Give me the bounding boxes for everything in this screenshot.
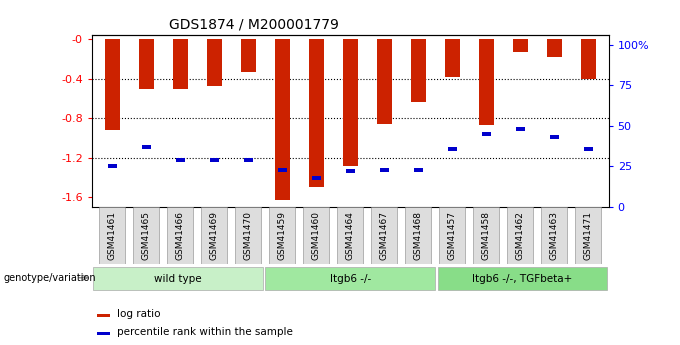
Text: GSM41468: GSM41468 xyxy=(413,211,423,260)
FancyBboxPatch shape xyxy=(371,207,397,264)
Text: GSM41461: GSM41461 xyxy=(107,211,117,260)
Text: GSM41459: GSM41459 xyxy=(277,211,287,260)
Bar xyxy=(411,39,426,101)
Text: wild type: wild type xyxy=(154,274,202,284)
Bar xyxy=(173,39,188,89)
Bar xyxy=(479,39,494,125)
Text: GDS1874 / M200001779: GDS1874 / M200001779 xyxy=(169,18,339,32)
Text: GSM41457: GSM41457 xyxy=(447,211,457,260)
Bar xyxy=(447,147,457,150)
Text: GSM41463: GSM41463 xyxy=(549,211,559,260)
FancyBboxPatch shape xyxy=(201,207,227,264)
FancyBboxPatch shape xyxy=(541,207,567,264)
Bar xyxy=(243,158,253,162)
Bar xyxy=(97,332,110,335)
Bar xyxy=(309,39,324,187)
Text: log ratio: log ratio xyxy=(116,309,160,319)
Bar xyxy=(445,39,460,77)
FancyBboxPatch shape xyxy=(99,207,125,264)
Bar xyxy=(105,39,120,130)
FancyBboxPatch shape xyxy=(133,207,159,264)
Bar xyxy=(481,132,491,136)
FancyBboxPatch shape xyxy=(269,207,295,264)
Bar xyxy=(377,39,392,124)
FancyBboxPatch shape xyxy=(303,207,329,264)
Bar xyxy=(581,39,596,79)
Bar xyxy=(241,39,256,72)
FancyBboxPatch shape xyxy=(438,267,607,290)
Text: GSM41469: GSM41469 xyxy=(209,211,219,260)
FancyBboxPatch shape xyxy=(473,207,499,264)
FancyBboxPatch shape xyxy=(93,267,262,290)
FancyBboxPatch shape xyxy=(265,267,435,290)
FancyBboxPatch shape xyxy=(405,207,431,264)
Bar xyxy=(583,147,593,150)
Bar xyxy=(345,169,355,173)
FancyBboxPatch shape xyxy=(575,207,601,264)
Bar xyxy=(547,39,562,57)
Text: Itgb6 -/-: Itgb6 -/- xyxy=(330,274,371,284)
Bar xyxy=(515,127,525,131)
Text: GSM41466: GSM41466 xyxy=(175,211,185,260)
Text: GSM41460: GSM41460 xyxy=(311,211,321,260)
Text: percentile rank within the sample: percentile rank within the sample xyxy=(116,327,292,337)
Bar xyxy=(311,176,321,180)
Bar xyxy=(549,135,559,139)
Bar xyxy=(209,158,219,162)
FancyBboxPatch shape xyxy=(337,207,363,264)
Text: GSM41462: GSM41462 xyxy=(515,211,525,260)
Bar xyxy=(97,314,110,317)
Text: GSM41465: GSM41465 xyxy=(141,211,151,260)
Text: GSM41471: GSM41471 xyxy=(583,211,593,260)
Bar xyxy=(343,39,358,166)
Bar xyxy=(207,39,222,86)
Bar xyxy=(277,168,287,171)
Bar xyxy=(413,168,423,171)
Bar xyxy=(141,145,151,149)
FancyBboxPatch shape xyxy=(507,207,533,264)
Text: GSM41458: GSM41458 xyxy=(481,211,491,260)
Text: GSM41464: GSM41464 xyxy=(345,211,355,260)
Bar xyxy=(379,168,389,171)
FancyBboxPatch shape xyxy=(167,207,193,264)
Text: genotype/variation: genotype/variation xyxy=(3,273,96,283)
Bar xyxy=(175,158,185,162)
Bar xyxy=(275,39,290,200)
FancyBboxPatch shape xyxy=(235,207,261,264)
Bar xyxy=(107,165,117,168)
Text: GSM41470: GSM41470 xyxy=(243,211,253,260)
Text: Itgb6 -/-, TGFbeta+: Itgb6 -/-, TGFbeta+ xyxy=(473,274,573,284)
FancyBboxPatch shape xyxy=(439,207,465,264)
Text: GSM41467: GSM41467 xyxy=(379,211,389,260)
Bar xyxy=(513,39,528,52)
Bar xyxy=(139,39,154,89)
